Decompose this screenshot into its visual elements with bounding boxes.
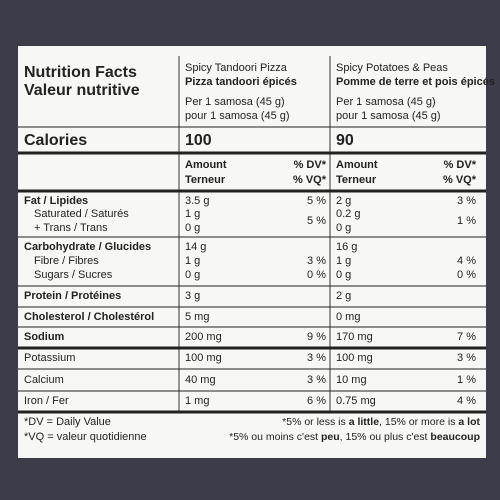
footnote-part: , 15% or more is xyxy=(379,416,458,428)
amount-value: 100 mg xyxy=(185,352,222,364)
dv-value: 3 % xyxy=(457,195,476,207)
amount-head-fr: Terneur xyxy=(336,174,377,186)
dv-value: 3 % xyxy=(307,352,326,364)
dv-value: 0 % xyxy=(457,269,476,281)
footnote-scale: *5% or less is a little, 15% or more is … xyxy=(282,416,480,428)
footnote-part: a lot xyxy=(458,416,480,428)
dv-value: 3 % xyxy=(307,374,326,386)
serving-en: Per 1 samosa (45 g) xyxy=(185,96,285,108)
amount-value: 100 mg xyxy=(336,352,373,364)
amount-value: 0 g xyxy=(185,222,200,234)
dv-value: 3 % xyxy=(457,352,476,364)
footnote-part: a little xyxy=(349,416,380,428)
nutrient-label: Iron / Fer xyxy=(24,395,69,407)
dv-value: 5 % xyxy=(307,215,326,227)
dv-head-fr: % VQ* xyxy=(293,174,327,186)
dv-value: 1 % xyxy=(457,215,476,227)
amount-value: 1 g xyxy=(185,255,200,267)
amount-value: 5 mg xyxy=(185,311,209,323)
nutrient-label: Sodium xyxy=(24,331,65,343)
dv-value: 7 % xyxy=(457,331,476,343)
dv-head-en: % DV* xyxy=(444,159,477,171)
nutrient-label: Fibre / Fibres xyxy=(34,255,99,267)
amount-head-en: Amount xyxy=(185,159,227,171)
amount-value: 0 g xyxy=(185,269,200,281)
dv-value: 4 % xyxy=(457,395,476,407)
nutrient-label: Fat / Lipides xyxy=(24,195,88,207)
amount-value: 1 g xyxy=(185,208,200,220)
dv-head-fr: % VQ* xyxy=(443,174,477,186)
amount-value: 3.5 g xyxy=(185,195,209,207)
dv-value: 9 % xyxy=(307,331,326,343)
footnote-dv-fr: *VQ = valeur quotidienne xyxy=(24,431,147,443)
footnote-part: , 15% ou plus c'est xyxy=(340,431,431,443)
amount-value: 1 mg xyxy=(185,395,209,407)
amount-value: 16 g xyxy=(336,241,357,253)
title-fr: Valeur nutritive xyxy=(24,82,140,99)
product-name-en: Spicy Potatoes & Peas xyxy=(336,62,448,74)
footnote-scale: *5% ou moins c'est peu, 15% ou plus c'es… xyxy=(229,431,480,443)
amount-value: 0 mg xyxy=(336,311,360,323)
dv-value: 5 % xyxy=(307,195,326,207)
dv-value: 0 % xyxy=(307,269,326,281)
product-name-fr: Pomme de terre et pois épicés xyxy=(336,76,495,88)
amount-value: 0.2 g xyxy=(336,208,360,220)
dv-value: 6 % xyxy=(307,395,326,407)
amount-value: 2 g xyxy=(336,290,351,302)
product-name-en: Spicy Tandoori Pizza xyxy=(185,62,288,74)
amount-value: 2 g xyxy=(336,195,351,207)
amount-value: 0 g xyxy=(336,269,351,281)
calories-label: Calories xyxy=(24,132,87,149)
serving-fr: pour 1 samosa (45 g) xyxy=(336,110,441,122)
amount-value: 1 g xyxy=(336,255,351,267)
amount-head-en: Amount xyxy=(336,159,378,171)
footnote-part: *5% or less is xyxy=(282,416,349,428)
title-en: Nutrition Facts xyxy=(24,64,137,81)
nutrient-label: Sugars / Sucres xyxy=(34,269,113,281)
amount-head-fr: Terneur xyxy=(185,174,226,186)
serving-en: Per 1 samosa (45 g) xyxy=(336,96,436,108)
nutrient-label: Calcium xyxy=(24,374,64,386)
amount-value: 14 g xyxy=(185,241,206,253)
dv-value: 4 % xyxy=(457,255,476,267)
nutrient-label: Carbohydrate / Glucides xyxy=(24,241,151,253)
nutrient-label: Saturated / Saturés xyxy=(34,208,129,220)
product-name-fr: Pizza tandoori épicés xyxy=(185,76,297,88)
footnote-dv-en: *DV = Daily Value xyxy=(24,416,111,428)
amount-value: 40 mg xyxy=(185,374,216,386)
amount-value: 0 g xyxy=(336,222,351,234)
dv-value: 1 % xyxy=(457,374,476,386)
label-panel xyxy=(18,46,486,458)
amount-value: 3 g xyxy=(185,290,200,302)
footnote-part: peu xyxy=(321,431,340,443)
dv-value: 3 % xyxy=(307,255,326,267)
nutrient-label: Cholesterol / Cholestérol xyxy=(24,311,154,323)
calories-value: 100 xyxy=(185,132,212,149)
dv-head-en: % DV* xyxy=(294,159,327,171)
footnote-part: beaucoup xyxy=(430,431,480,443)
nutrient-label: Protein / Protéines xyxy=(24,290,121,302)
amount-value: 200 mg xyxy=(185,331,222,343)
nutrient-label: + Trans / Trans xyxy=(34,222,108,234)
amount-value: 0.75 mg xyxy=(336,395,376,407)
calories-value: 90 xyxy=(336,132,354,149)
amount-value: 10 mg xyxy=(336,374,367,386)
nutrient-label: Potassium xyxy=(24,352,75,364)
serving-fr: pour 1 samosa (45 g) xyxy=(185,110,290,122)
footnote-part: *5% ou moins c'est xyxy=(229,431,321,443)
amount-value: 170 mg xyxy=(336,331,373,343)
